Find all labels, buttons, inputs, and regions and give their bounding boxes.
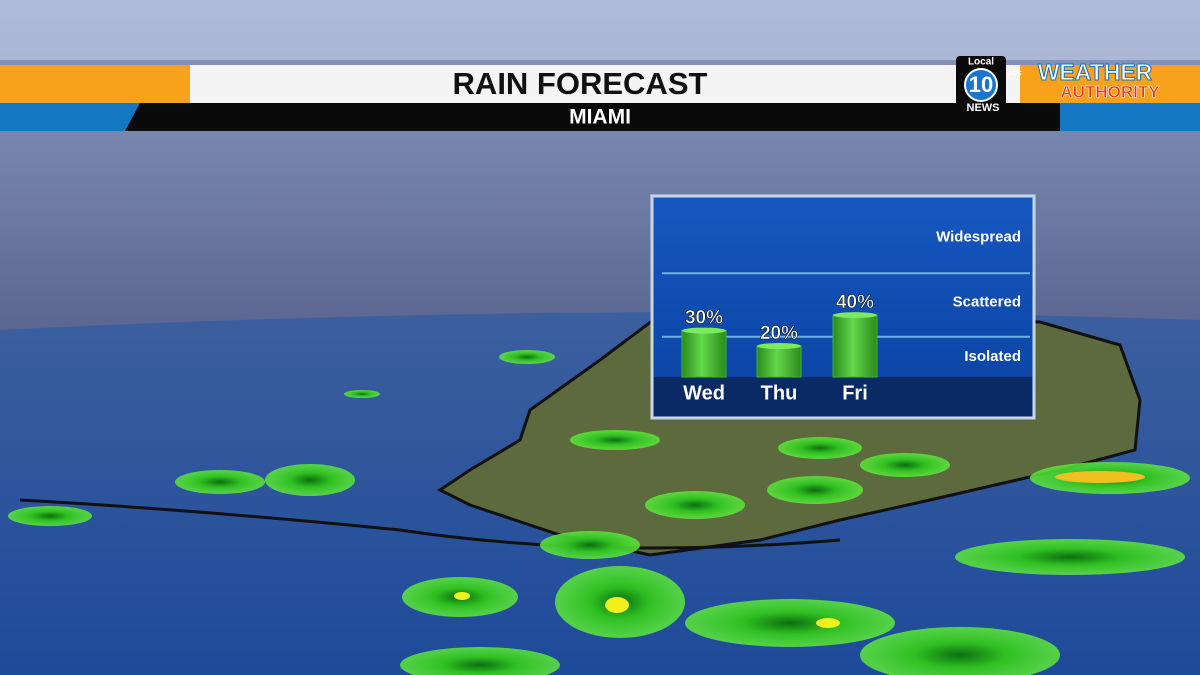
y-tick-label: Widespread	[936, 229, 1021, 246]
y-tick-label: Scattered	[953, 294, 1021, 311]
value-label: 30%	[685, 308, 723, 329]
title: RAIN FORECAST	[453, 66, 708, 101]
radar	[8, 350, 1190, 675]
keys	[19, 498, 841, 550]
bar	[681, 330, 727, 378]
value-label: 20%	[760, 323, 798, 344]
station-top: Local	[968, 57, 994, 68]
x-tick-label: Thu	[761, 382, 798, 404]
bar	[756, 345, 802, 378]
brand-line1: WEATHER	[1038, 59, 1153, 85]
subtitle: MIAMI	[569, 106, 631, 129]
logo: Local 10 NEWS abc WEATHER AUTHORITY	[956, 56, 1161, 116]
clouds	[0, 0, 1200, 60]
x-tick-label: Wed	[683, 382, 725, 404]
value-label: 40%	[836, 292, 874, 313]
y-tick-label: Isolated	[964, 348, 1021, 365]
chart: Isolated Scattered Widespread 30% Wed 20% Thu 4…	[650, 194, 1036, 420]
x-tick-label: Fri	[842, 382, 868, 404]
brand-line2: AUTHORITY	[1060, 82, 1160, 101]
bar-top	[833, 312, 877, 319]
bar-top	[757, 343, 801, 350]
network: abc	[1008, 68, 1022, 77]
bar	[832, 314, 878, 378]
station-bottom: NEWS	[967, 102, 1000, 114]
header: RAIN FORECAST MIAMI	[0, 65, 1200, 131]
bar-top	[682, 327, 726, 334]
station-number: 10	[969, 72, 993, 97]
